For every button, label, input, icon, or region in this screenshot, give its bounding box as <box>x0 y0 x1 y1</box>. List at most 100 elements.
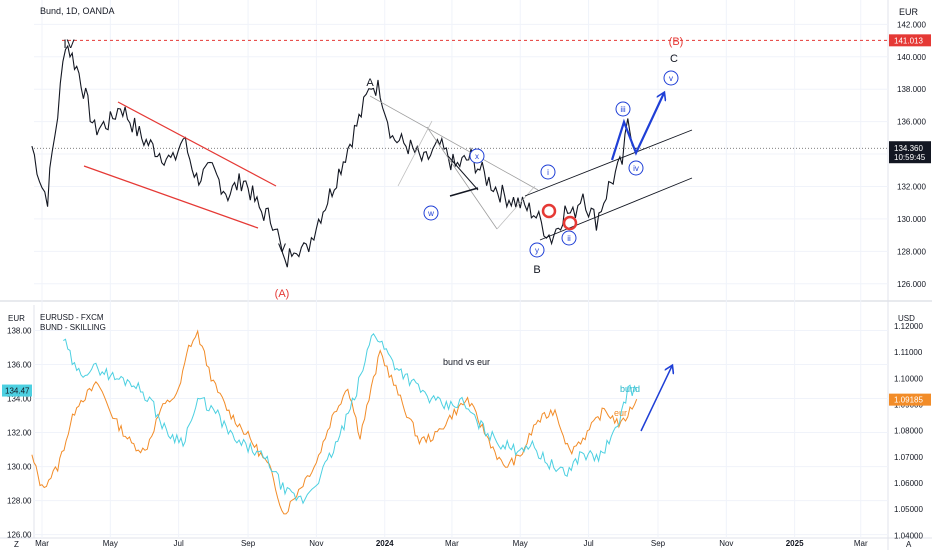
sub-right-tick-label: 1.11000 <box>894 348 923 357</box>
triangle-upper <box>447 155 479 191</box>
last-price-tag <box>889 141 931 164</box>
wave-label-circle <box>615 101 631 117</box>
time-tick-label: Jul <box>174 539 184 548</box>
sub-left-tick-label: 128.00 <box>7 497 32 506</box>
wave-label: (B) <box>669 36 684 48</box>
sub-pane-arrow <box>640 366 672 432</box>
time-tick-label: Mar <box>854 539 868 548</box>
sub-right-unit[interactable]: USD <box>898 314 915 323</box>
time-tick-label: May <box>103 539 118 548</box>
highlight-circle-2 <box>562 215 578 231</box>
wave-label: i <box>547 168 549 177</box>
wave-label-circle <box>663 70 679 86</box>
wave-label-circle <box>529 242 545 258</box>
time-tick-label: Jul <box>583 539 593 548</box>
wave-label: v <box>669 74 673 83</box>
time-tick-label: 2025 <box>786 539 804 548</box>
currency-label-top[interactable]: EUR <box>899 7 919 17</box>
price-tick-label: 138.000 <box>897 85 926 94</box>
triangle-lower <box>449 187 479 197</box>
channel-mid-line-2 <box>496 185 536 230</box>
price-tick-label: 140.000 <box>897 53 926 62</box>
price-tick-label: 136.000 <box>897 118 926 127</box>
rising-channel-upper <box>524 129 693 197</box>
wave-label: iii <box>620 105 626 114</box>
channel-upper-line <box>369 95 539 191</box>
highlight-circle-1 <box>541 203 557 219</box>
sub-series-1-title: EURUSD - FXCM <box>40 313 104 322</box>
wave-label: A <box>366 77 374 89</box>
sub-series-2-title: BUND - SKILLING <box>40 323 106 332</box>
eur-last-text: 1.09185 <box>894 396 923 405</box>
wedge-lower-line <box>83 165 259 229</box>
countdown-text: 10:59:45 <box>894 153 926 162</box>
sub-left-tick-label: 132.00 <box>7 429 32 438</box>
price-pane[interactable] <box>34 0 888 300</box>
wave-label: V <box>278 241 286 255</box>
sub-left-tick-label: 136.00 <box>7 361 32 370</box>
time-tick-label: 2024 <box>376 539 394 548</box>
time-tick-label: Nov <box>719 539 733 548</box>
eur-series-label: eur <box>614 408 628 418</box>
wave-label: w <box>427 209 434 218</box>
bund-last-tag <box>2 384 32 397</box>
wave-label: C <box>670 53 678 65</box>
wave-label: ii <box>567 234 571 243</box>
sub-left-tick-label: 126.00 <box>7 531 32 540</box>
time-tick-label: Nov <box>309 539 323 548</box>
bund-vs-eur-note: bund vs eur <box>443 357 491 367</box>
axes-layer: Mar May Jul Sep Nov 2024 Mar May Jul Sep Nov 2025 Ma… <box>2 20 931 548</box>
time-tick-label: Sep <box>241 539 256 548</box>
projection-path <box>610 93 664 161</box>
wedge-upper-line <box>117 101 277 187</box>
zoom-button[interactable]: Z <box>14 540 19 549</box>
price-tick-label: 132.000 <box>897 182 926 191</box>
wave-label-circle <box>540 164 556 180</box>
time-tick-label: Mar <box>35 539 49 548</box>
wave-label: IV <box>63 37 74 51</box>
channel-lower-line <box>426 126 498 230</box>
rising-channel-lower <box>539 177 693 241</box>
sub-pane-layer <box>31 329 672 515</box>
time-tick-label: Mar <box>445 539 459 548</box>
sub-left-tick-label: 138.00 <box>7 327 32 336</box>
bund-series-label: bund <box>620 384 641 394</box>
eurusd-series <box>31 329 638 515</box>
sub-right-tick-label: 1.07000 <box>894 453 923 462</box>
wave-label: y <box>535 246 539 255</box>
wave-label: x <box>475 152 479 161</box>
wave-label-circle <box>561 230 577 246</box>
wave-label-circle <box>628 160 644 176</box>
time-tick-label: May <box>513 539 528 548</box>
eur-last-tag <box>889 393 931 406</box>
wave-label: (A) <box>275 288 290 300</box>
price-tick-label: 126.000 <box>897 280 926 289</box>
wave-label: iv <box>633 164 639 173</box>
sub-right-tick-label: 1.05000 <box>894 505 923 514</box>
chart-title: Bund, 1D, OANDA <box>40 6 115 16</box>
bund-last-text: 134.47 <box>5 387 30 396</box>
sub-right-tick-label: 1.06000 <box>894 479 923 488</box>
wave-label-circle <box>423 205 439 221</box>
price-tick-label: 142.000 <box>897 20 926 29</box>
last-price-text: 134.360 <box>894 144 923 153</box>
price-tick-label: 130.000 <box>897 215 926 224</box>
sub-right-tick-label: 1.08000 <box>894 427 923 436</box>
sub-right-tick-label: 1.04000 <box>894 531 923 540</box>
wave-label-circle <box>469 148 485 164</box>
wave-label: B <box>533 264 540 276</box>
resistance-price-text: 141.013 <box>894 36 923 45</box>
price-tick-label: 128.000 <box>897 247 926 256</box>
sub-right-tick-label: 1.12000 <box>894 322 923 331</box>
bund-skilling-series <box>63 332 638 505</box>
sub-left-unit[interactable]: EUR <box>8 314 25 323</box>
resistance-price-tag <box>889 34 931 47</box>
bund-price-series <box>31 44 637 268</box>
sub-left-tick-label: 130.00 <box>7 463 32 472</box>
sub-right-tick-label: 1.10000 <box>894 374 923 383</box>
auto-scale-button[interactable]: A <box>906 540 912 549</box>
channel-mid-line <box>397 120 433 187</box>
time-tick-label: Sep <box>651 539 666 548</box>
